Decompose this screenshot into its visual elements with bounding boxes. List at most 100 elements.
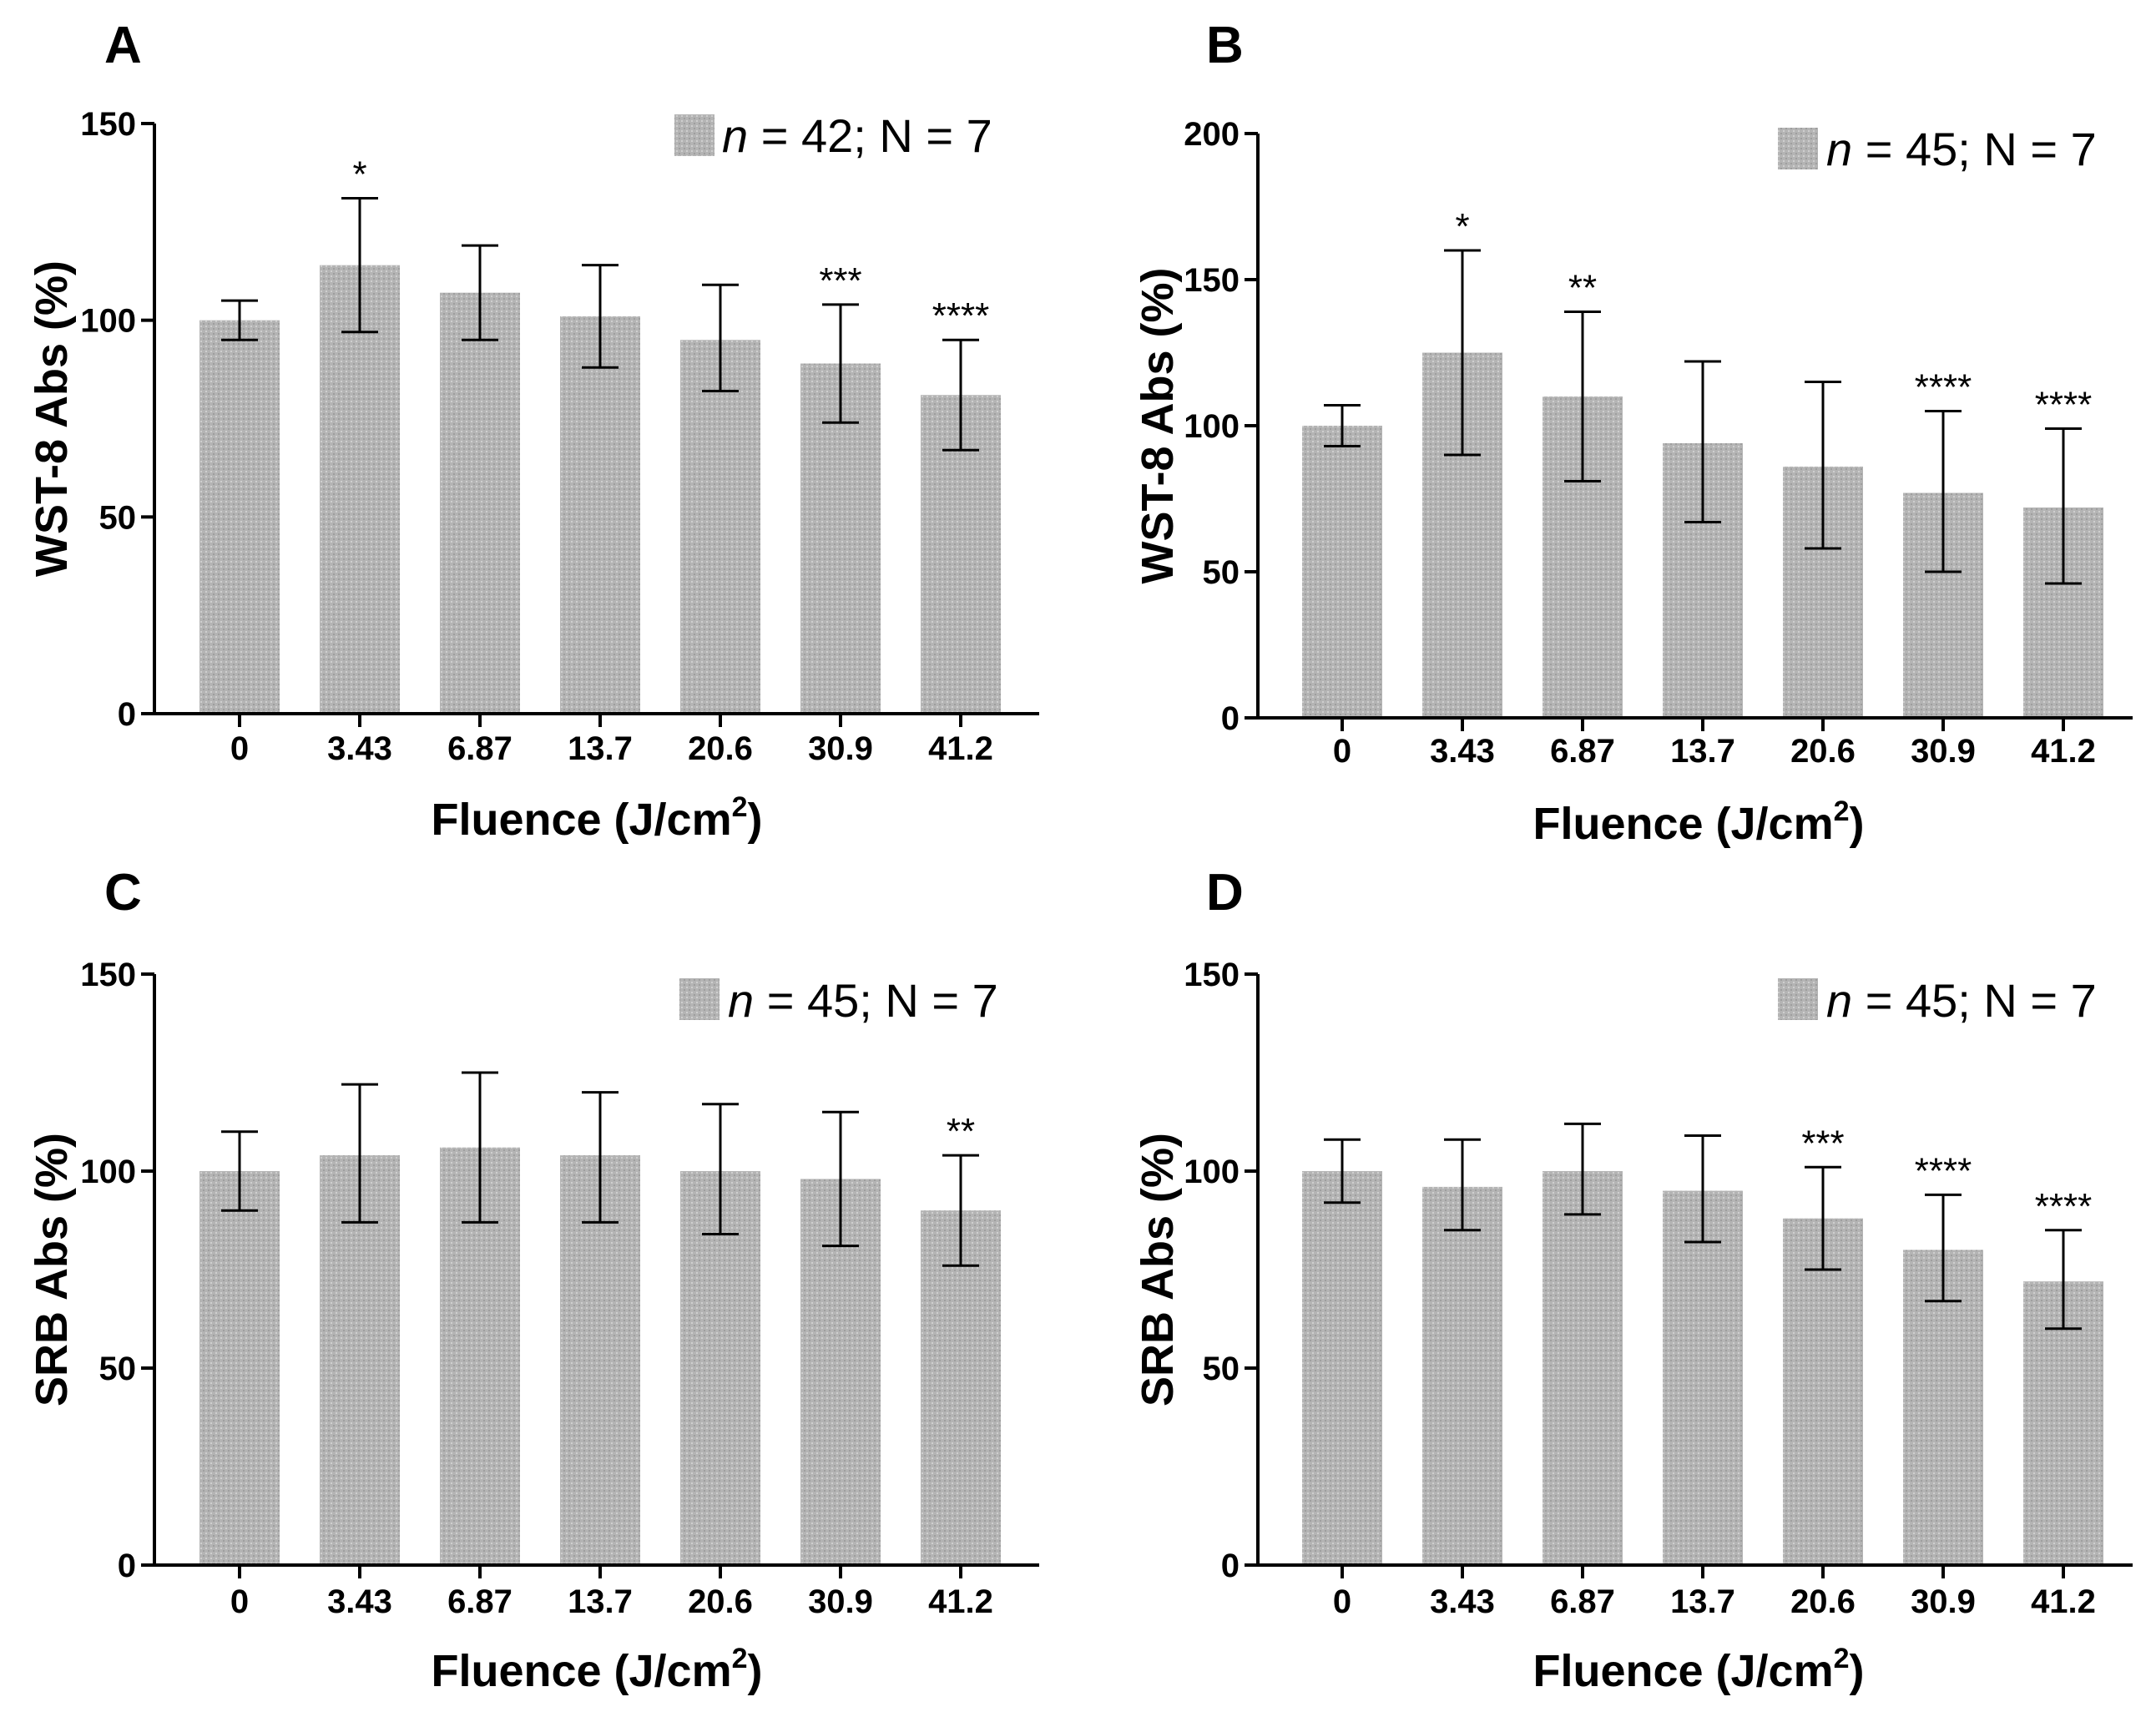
y-tick-label: 150 [80,106,136,143]
x-tick-label: 13.7 [1670,733,1735,770]
error-bar [1324,404,1361,447]
significance-label: *** [1801,1123,1844,1164]
error-bar [1805,1165,1841,1271]
y-tick-label: 0 [1221,700,1240,737]
bar [1302,426,1382,718]
x-axis-title-superscript: 2 [732,1643,748,1674]
y-tick-label: 50 [99,499,137,536]
x-axis-title-main: Fluence (J/cm [1532,1646,1833,1696]
x-tick-label: 13.7 [1670,1583,1735,1620]
bar [1543,1171,1623,1565]
error-bar [1925,1193,1962,1303]
error-bar [221,299,258,341]
error-bar [1564,311,1601,482]
x-axis-title-end: ) [1850,799,1865,849]
x-axis-title: Fluence (J/cm2) [1532,1643,1864,1696]
error-bar [822,1110,859,1248]
y-tick-label: 150 [1184,262,1240,299]
error-bar [1925,410,1962,573]
x-tick-label: 0 [1333,733,1351,770]
bar [320,265,400,714]
x-axis-title: Fluence (J/cm2) [431,1643,762,1696]
bar [199,320,280,714]
bar [680,1171,760,1565]
y-tick-label: 100 [1184,1154,1240,1190]
y-tick-label: 100 [80,1154,136,1190]
bar [1422,1186,1502,1565]
bar [560,316,640,714]
x-axis-title-end: ) [748,1646,763,1696]
legend-swatch [674,114,714,156]
legend-label-italic: n [1826,123,1852,175]
error-bar [582,264,619,369]
x-tick-label: 30.9 [808,730,873,767]
panel-letter: B [1206,17,1244,74]
y-tick-label: 200 [1184,116,1240,153]
legend-swatch [679,978,720,1020]
error-bar [2045,1229,2082,1331]
bar [921,1210,1001,1565]
y-tick-label: 0 [118,1548,136,1584]
legend-swatch [1778,128,1818,169]
legend-label-italic: n [722,109,748,162]
error-bar [2045,427,2082,585]
legend-label: n = 45; N = 7 [1826,974,2097,1027]
legend-label: n = 45; N = 7 [728,974,998,1027]
panel-letter: C [104,864,142,922]
significance-label: **** [1915,367,1972,408]
legend-label-italic: n [728,974,754,1027]
y-axis-title: SRB Abs (%) [27,1133,77,1406]
y-tick-label: 100 [1184,408,1240,445]
x-tick-label: 30.9 [1911,1583,1976,1620]
legend-label-rest: = 42; N = 7 [748,109,992,162]
legend-label: n = 45; N = 7 [1826,123,2097,175]
x-tick-label: 20.6 [1790,1583,1856,1620]
bar [320,1155,400,1565]
x-axis-title-main: Fluence (J/cm [431,795,731,845]
x-axis-title-superscript: 2 [732,791,748,823]
y-axis-title: WST-8 Abs (%) [1133,267,1183,583]
error-bar [221,1130,258,1212]
error-bar [1805,381,1841,550]
error-bar [462,1071,498,1224]
x-tick-label: 0 [1333,1583,1351,1620]
x-axis-title-end: ) [1850,1646,1865,1696]
x-tick-label: 30.9 [808,1583,873,1620]
y-axis-title: WST-8 Abs (%) [27,260,77,577]
x-tick-label: 13.7 [568,730,633,767]
y-tick-label: 50 [1203,1351,1240,1387]
error-bar [341,1083,378,1224]
x-tick-label: 20.6 [688,1583,753,1620]
y-tick-label: 150 [1184,957,1240,993]
x-axis-title-end: ) [748,795,763,845]
x-tick-label: 3.43 [1430,1583,1495,1620]
x-tick-label: 6.87 [447,730,512,767]
error-bar [1684,360,1721,523]
significance-label: **** [932,295,990,336]
legend-label: n = 42; N = 7 [722,109,992,162]
x-tick-label: 30.9 [1911,733,1976,770]
error-bar [702,1103,739,1236]
x-tick-label: 0 [230,730,249,767]
y-tick-label: 150 [80,957,136,993]
significance-label: **** [2035,1186,2093,1227]
panel-letter: A [104,17,142,74]
error-bar [1444,249,1481,457]
x-tick-label: 6.87 [1550,733,1615,770]
x-tick-label: 3.43 [1430,733,1495,770]
error-bar [1324,1138,1361,1204]
legend-label-italic: n [1826,974,1852,1027]
bar [680,340,760,714]
x-tick-label: 20.6 [1790,733,1856,770]
legend-label-rest: = 45; N = 7 [1852,974,2097,1027]
significance-label: * [1455,206,1469,247]
error-bar [582,1091,619,1224]
x-axis-title-superscript: 2 [1834,795,1850,827]
x-axis-title-main: Fluence (J/cm [1532,799,1833,849]
y-tick-label: 50 [99,1351,137,1387]
bar [440,292,520,714]
